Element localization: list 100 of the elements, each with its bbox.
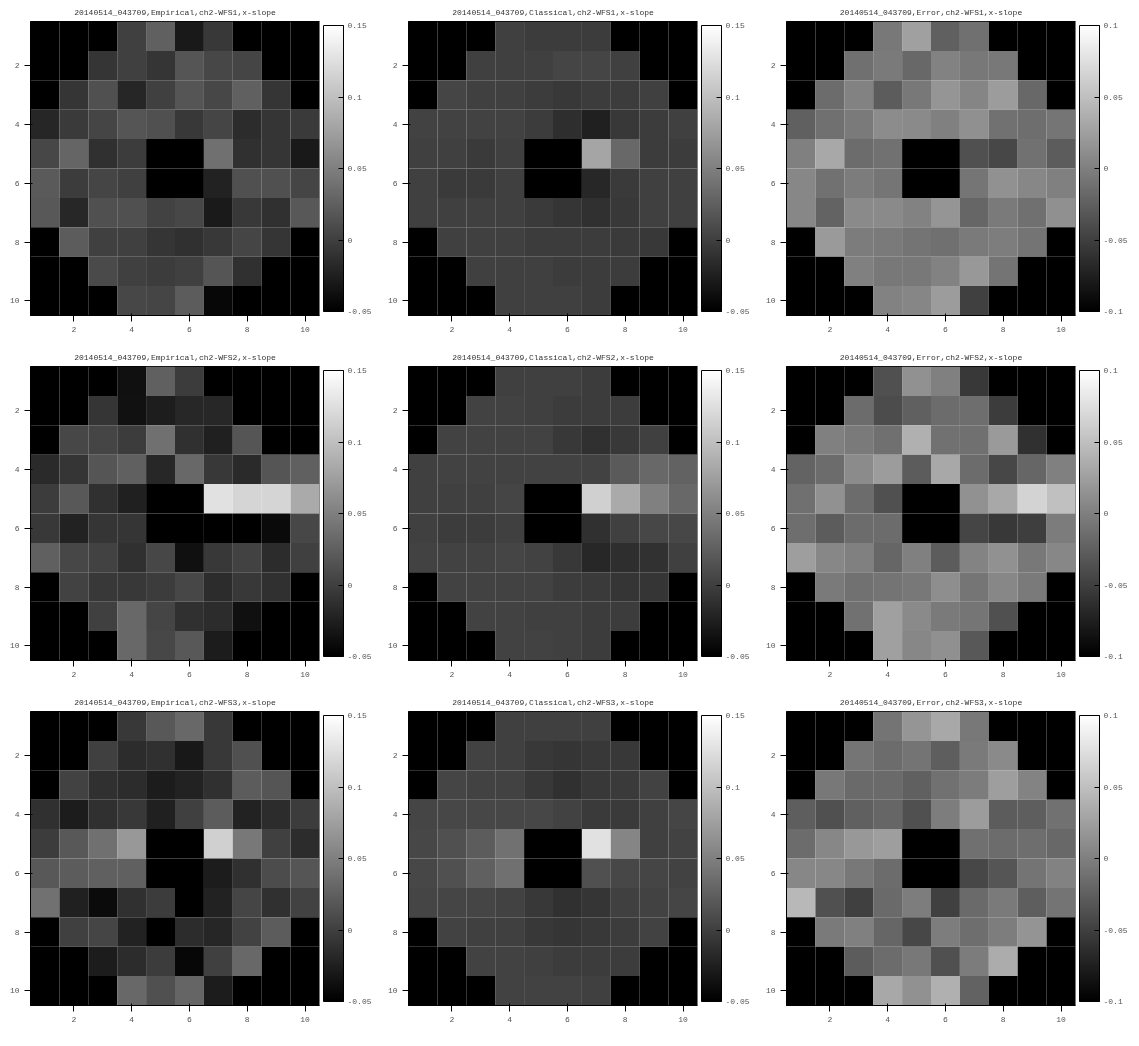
y-tick-label: 10 xyxy=(387,296,398,306)
color-bar-label: -0.05 xyxy=(1103,580,1128,590)
chart-title: 20140514_043709,Error,ch2-WFS2,x-slope xyxy=(839,352,1023,362)
y-tick-label: 2 xyxy=(392,751,398,761)
color-bar-label: 0.1 xyxy=(347,437,363,447)
x-tick-label: 4 xyxy=(129,1014,135,1024)
y-tick-label: 4 xyxy=(14,809,20,819)
y-tick-label: 4 xyxy=(392,464,398,474)
x-tick-label: 6 xyxy=(565,1014,571,1024)
x-tick-label: 4 xyxy=(507,1014,513,1024)
x-tick-label: 8 xyxy=(244,1014,250,1024)
x-tick-label: 2 xyxy=(71,324,77,334)
color-bar-label: -0.05 xyxy=(725,652,750,661)
y-tick-label: 10 xyxy=(765,296,776,306)
color-bar-label: -0.05 xyxy=(725,997,750,1006)
x-tick-label: 10 xyxy=(300,669,311,679)
x-tick-label: 4 xyxy=(129,324,135,334)
chart-title: 20140514_043709,Classical,ch2-WFS1,x-slope xyxy=(452,7,655,17)
color-bar-label: 0.1 xyxy=(725,92,741,102)
x-tick-label: 8 xyxy=(622,1014,628,1024)
y-tick-label: 2 xyxy=(392,406,398,416)
y-tick-label: 6 xyxy=(392,523,398,533)
chart-title: 20140514_043709,Classical,ch2-WFS2,x-slope xyxy=(452,352,655,362)
y-tick-label: 8 xyxy=(392,237,398,247)
color-bar-label: 0.15 xyxy=(347,366,367,375)
color-bar-label: 0.1 xyxy=(1103,711,1119,720)
color-bar-label: -0.05 xyxy=(1103,235,1128,245)
color-bar-label: 0.15 xyxy=(347,711,367,720)
x-tick-label: 8 xyxy=(244,669,250,679)
x-tick-label: 6 xyxy=(565,669,571,679)
chart-title: 20140514_043709,Error,ch2-WFS1,x-slope xyxy=(839,7,1023,17)
y-tick-label: 4 xyxy=(392,119,398,129)
x-tick-label: 6 xyxy=(943,669,949,679)
color-bar-label: -0.1 xyxy=(1103,997,1123,1006)
x-tick-label: 10 xyxy=(678,324,689,334)
x-tick-label: 2 xyxy=(449,1014,455,1024)
x-tick-label: 2 xyxy=(449,669,455,679)
y-tick-label: 4 xyxy=(14,464,20,474)
x-tick-label: 10 xyxy=(1056,324,1067,334)
color-bar-label: 0 xyxy=(347,925,353,935)
color-bar-label: 0.05 xyxy=(1103,782,1123,792)
color-bar-label: 0.1 xyxy=(1103,366,1119,375)
color-bar-label: 0.1 xyxy=(725,782,741,792)
color-bar-label: -0.05 xyxy=(725,307,750,316)
y-tick-label: 6 xyxy=(770,178,776,188)
x-tick-label: 4 xyxy=(885,669,891,679)
y-tick-label: 4 xyxy=(770,809,776,819)
color-bar-label: 0 xyxy=(725,235,731,245)
color-bar-label: 0.05 xyxy=(347,509,367,518)
color-bar-label: 0.15 xyxy=(725,21,745,30)
color-bar-label: 0.05 xyxy=(725,854,745,863)
y-tick-label: 8 xyxy=(770,582,776,592)
x-tick-label: 8 xyxy=(1000,324,1006,334)
y-tick-label: 4 xyxy=(14,119,20,129)
color-bar-label: 0 xyxy=(1103,854,1109,863)
x-tick-label: 4 xyxy=(507,324,513,334)
x-tick-label: 8 xyxy=(622,324,628,334)
y-tick-label: 2 xyxy=(14,406,20,416)
y-tick-label: 10 xyxy=(387,641,398,651)
y-tick-label: 6 xyxy=(392,178,398,188)
color-bar-label: 0 xyxy=(725,925,731,935)
x-tick-label: 2 xyxy=(827,1014,833,1024)
x-tick-label: 10 xyxy=(678,1014,689,1024)
color-bar-label: 0.05 xyxy=(725,164,745,173)
y-tick-label: 10 xyxy=(9,986,20,996)
y-tick-label: 6 xyxy=(770,868,776,878)
color-bar-label: 0 xyxy=(1103,164,1109,173)
x-tick-label: 6 xyxy=(565,324,571,334)
y-tick-label: 6 xyxy=(770,523,776,533)
y-tick-label: 8 xyxy=(14,582,20,592)
y-tick-label: 10 xyxy=(765,641,776,651)
x-tick-label: 6 xyxy=(943,324,949,334)
y-tick-label: 8 xyxy=(392,927,398,937)
y-tick-label: 4 xyxy=(770,119,776,129)
y-tick-label: 6 xyxy=(14,178,20,188)
color-bar-label: 0 xyxy=(725,580,731,590)
color-bar-label: 0.05 xyxy=(347,854,367,863)
y-tick-label: 2 xyxy=(770,751,776,761)
x-tick-label: 8 xyxy=(1000,669,1006,679)
x-tick-label: 6 xyxy=(187,669,193,679)
x-tick-label: 6 xyxy=(943,1014,949,1024)
chart-title: 20140514_043709,Classical,ch2-WFS3,x-slope xyxy=(452,697,655,707)
color-bar-label: -0.1 xyxy=(1103,652,1123,661)
color-bar-label: 0 xyxy=(347,580,353,590)
color-bar-label: 0.15 xyxy=(725,711,745,720)
color-bar-label: 0.05 xyxy=(1103,92,1123,102)
y-tick-label: 6 xyxy=(392,868,398,878)
color-bar-label: -0.05 xyxy=(347,997,372,1006)
y-tick-label: 10 xyxy=(765,986,776,996)
color-bar-label: 0.05 xyxy=(347,164,367,173)
x-tick-label: 4 xyxy=(507,669,513,679)
y-tick-label: 6 xyxy=(14,868,20,878)
y-tick-label: 10 xyxy=(387,986,398,996)
chart-title: 20140514_043709,Empirical,ch2-WFS3,x-slope xyxy=(74,697,277,707)
color-bar-label: 0.05 xyxy=(725,509,745,518)
color-bar-label: 0.1 xyxy=(347,92,363,102)
x-tick-label: 10 xyxy=(300,324,311,334)
y-tick-label: 8 xyxy=(14,237,20,247)
y-tick-label: 8 xyxy=(14,927,20,937)
chart-title: 20140514_043709,Empirical,ch2-WFS2,x-slope xyxy=(74,352,277,362)
